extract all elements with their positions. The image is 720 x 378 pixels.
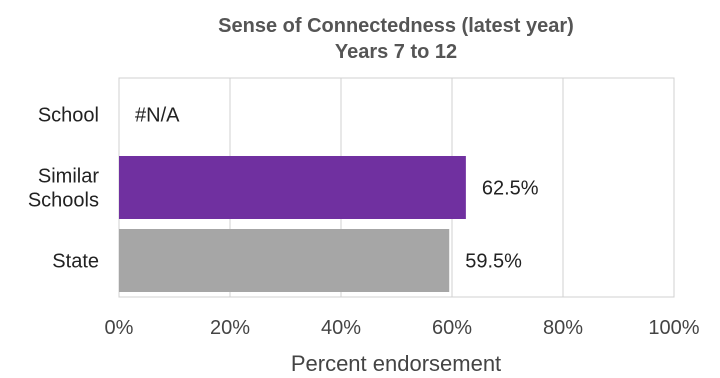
x-tick-labels: 0% 20% 40% 60% 80% 100%: [105, 317, 700, 339]
data-labels: #N/A 62.5% 59.5%: [135, 105, 539, 273]
chart-subtitle: Years 7 to 12: [335, 41, 457, 63]
chart-title: Sense of Connectedness (latest year): [218, 15, 574, 37]
x-tick-label: 0%: [105, 317, 134, 339]
category-label: State: [52, 251, 99, 273]
x-tick-label: 100%: [648, 317, 699, 339]
data-label: 59.5%: [465, 251, 522, 273]
category-label: School: [38, 105, 99, 127]
x-tick-label: 60%: [432, 317, 472, 339]
bars: [119, 156, 466, 292]
x-axis-label: Percent endorsement: [291, 351, 501, 376]
data-label: #N/A: [135, 105, 180, 127]
category-label: Similar: [38, 166, 99, 188]
bar: [119, 156, 466, 219]
data-label: 62.5%: [482, 178, 539, 200]
bar: [119, 229, 450, 292]
x-tick-label: 20%: [210, 317, 250, 339]
x-tick-label: 40%: [321, 317, 361, 339]
category-label: Schools: [28, 190, 99, 212]
x-tick-label: 80%: [543, 317, 583, 339]
